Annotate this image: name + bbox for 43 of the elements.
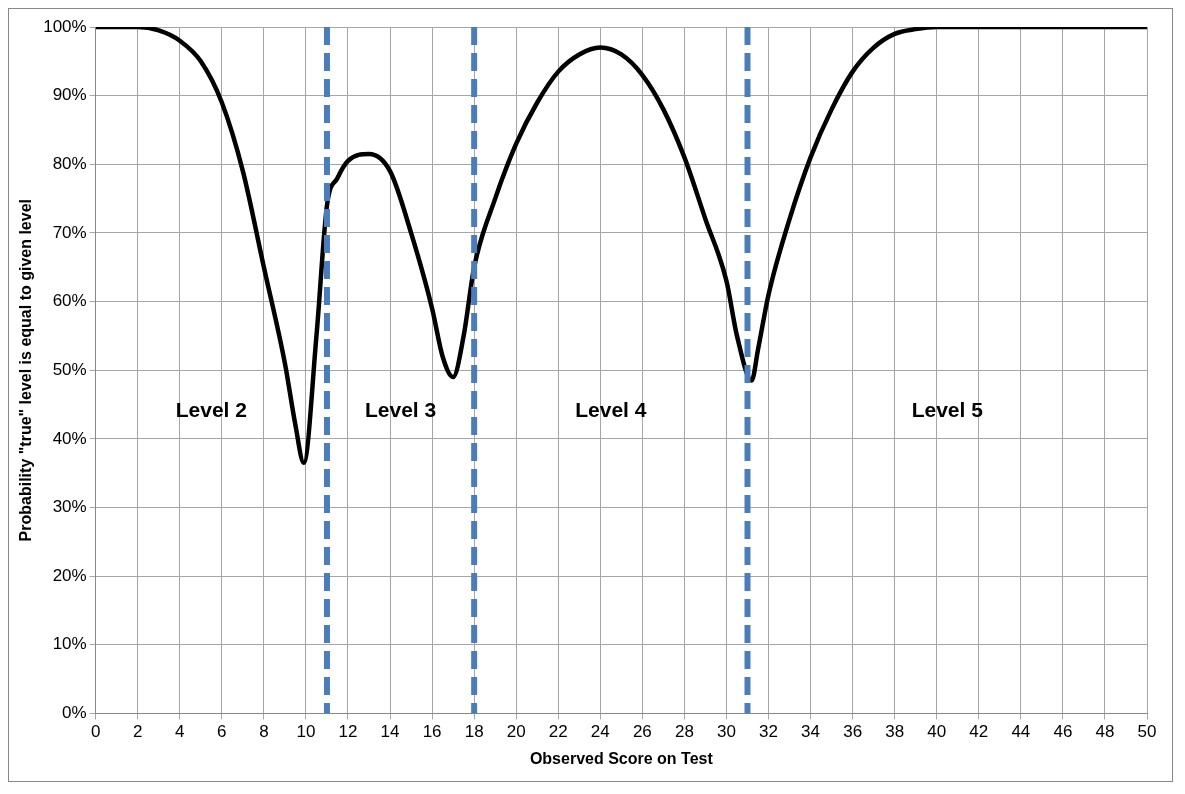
x-tick-label: 22 [548, 722, 568, 742]
x-tick-label: 10 [296, 722, 316, 742]
y-tick-label: 20% [52, 565, 87, 585]
x-tick-label: 18 [464, 722, 484, 742]
x-tick-label: 42 [969, 722, 989, 742]
x-tick-label: 46 [1053, 722, 1073, 742]
y-axis-title: Probability "true" level is equal to given level [17, 199, 35, 542]
x-tick-label: 32 [759, 722, 778, 742]
x-axis-title: Observed Score on Test [529, 749, 714, 767]
y-tick-label: 60% [52, 291, 87, 311]
x-tick-label: 24 [590, 722, 610, 742]
x-tick-label: 12 [338, 722, 358, 742]
x-tick-label: 30 [717, 722, 736, 742]
x-tick-label: 8 [259, 722, 269, 742]
x-tick-label: 34 [801, 722, 821, 742]
y-tick-label: 40% [52, 428, 87, 448]
annotation: Level 3 [364, 398, 437, 422]
annotation: Level 2 [175, 398, 247, 422]
x-tick-label: 44 [1011, 722, 1031, 742]
y-tick-label: 0% [62, 703, 87, 723]
x-tick-label: 2 [133, 722, 143, 742]
x-tick-label: 20 [506, 722, 526, 742]
x-tick-label: 14 [380, 722, 400, 742]
x-tick-label: 4 [175, 722, 185, 742]
y-tick-label: 10% [52, 634, 87, 654]
y-tick-label: 90% [52, 85, 87, 105]
y-tick-label: 70% [52, 222, 87, 242]
x-tick-label: 16 [422, 722, 442, 742]
x-tick-label: 6 [217, 722, 227, 742]
x-tick-label: 50 [1137, 722, 1157, 742]
annotation: Level 5 [911, 398, 984, 422]
x-tick-label: 38 [885, 722, 905, 742]
x-tick-label: 36 [843, 722, 863, 742]
x-tick-label: 48 [1095, 722, 1115, 742]
annotation: Level 4 [575, 398, 647, 422]
y-tick-label: 80% [52, 153, 87, 173]
x-tick-label: 28 [674, 722, 694, 742]
y-tick-label: 30% [52, 497, 87, 517]
y-tick-label: 100% [43, 16, 87, 36]
x-tick-label: 40 [927, 722, 947, 742]
y-tick-label: 50% [52, 359, 87, 379]
x-tick-label: 0 [90, 722, 101, 742]
x-tick-label: 26 [632, 722, 652, 742]
